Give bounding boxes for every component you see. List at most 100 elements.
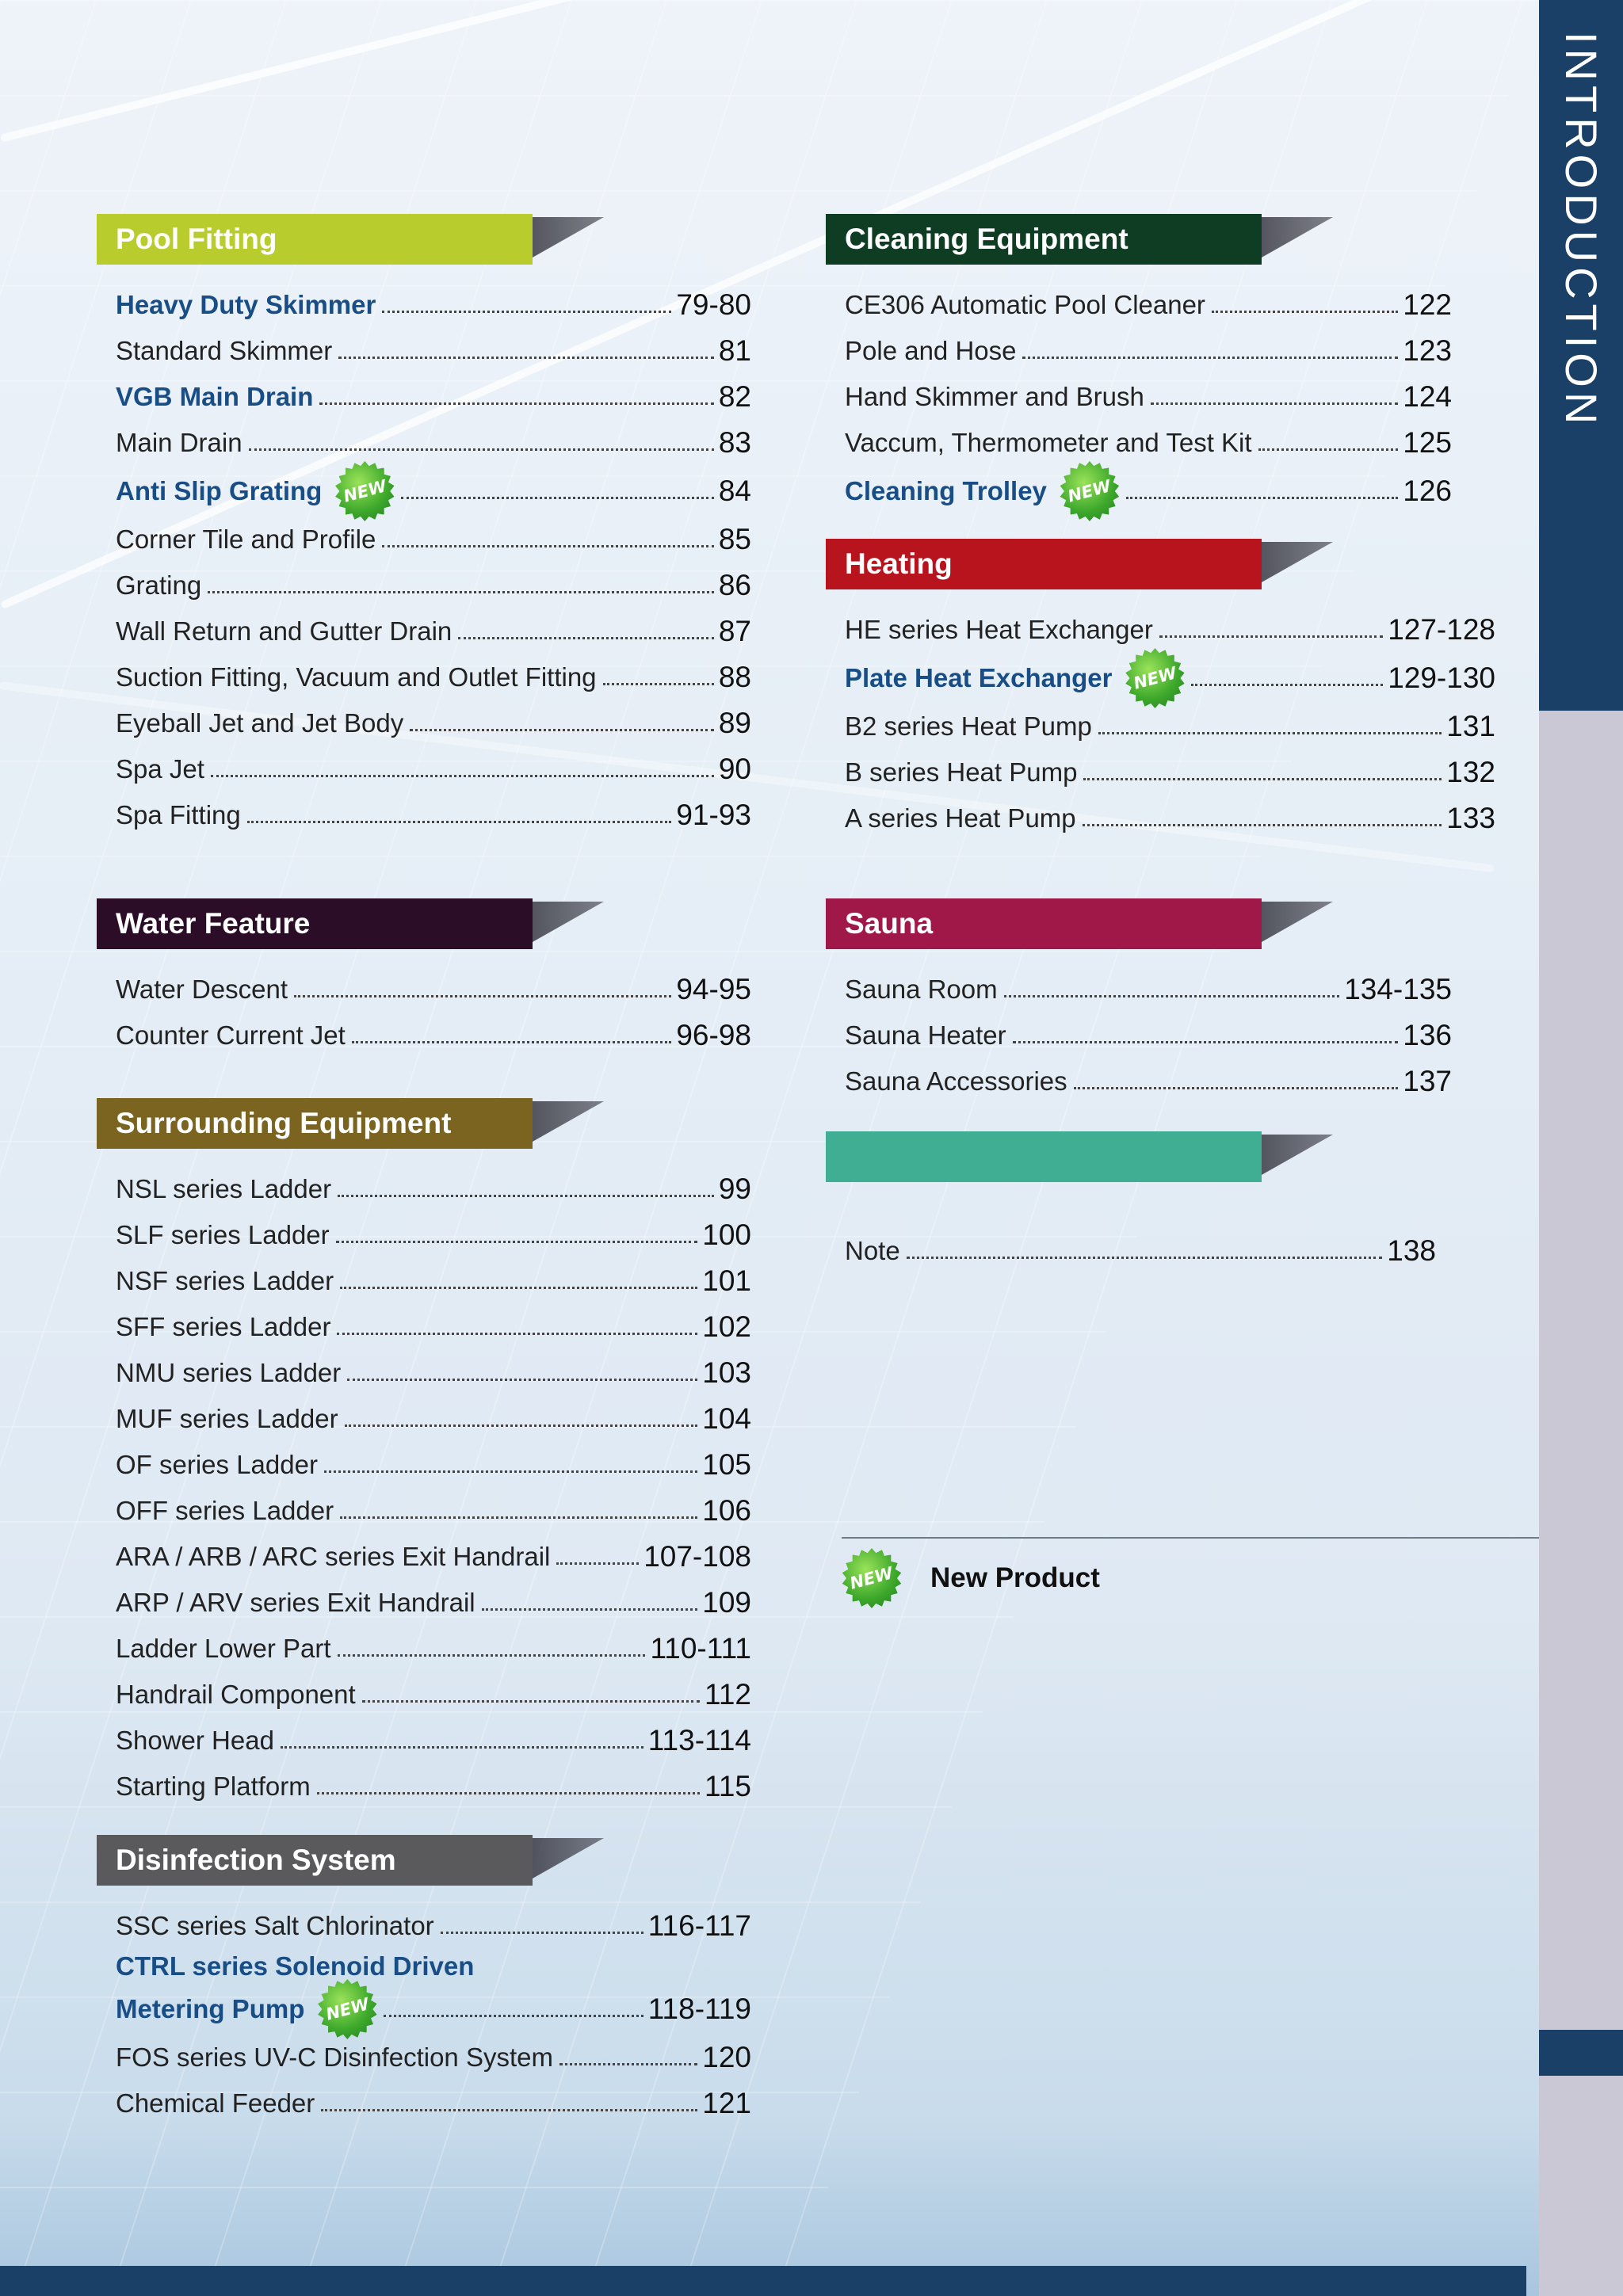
toc-entry[interactable]: SFF series Ladder 102 <box>97 1304 751 1350</box>
section-header: Pool Fitting <box>97 214 751 265</box>
page-number: 85 <box>718 523 751 555</box>
dot-leader <box>248 448 714 451</box>
section-note: Note 138 <box>826 1131 1436 1274</box>
toc-entry[interactable]: A series Heat Pump 133 <box>826 795 1495 841</box>
section-title <box>826 1131 1262 1182</box>
page-number: 88 <box>718 661 751 693</box>
toc-entry[interactable]: CTRL series Solenoid Driven <box>97 1949 751 1984</box>
toc-entry[interactable]: Grating 86 <box>97 563 751 608</box>
toc-entry[interactable]: Spa Fitting 91-93 <box>97 792 751 838</box>
toc-entry[interactable]: Sauna Heater 136 <box>826 1013 1452 1058</box>
toc-entry[interactable]: Handrail Component 112 <box>97 1672 751 1718</box>
page-number: 89 <box>718 707 751 739</box>
page-number: 102 <box>702 1310 751 1343</box>
toc-entry[interactable]: Sauna Accessories 137 <box>826 1058 1452 1104</box>
toc-entry[interactable]: FOS series UV-C Disinfection System 120 <box>97 2035 751 2081</box>
page-number: 118-119 <box>647 1993 751 2025</box>
toc-entry[interactable]: Shower Head 113-114 <box>97 1718 751 1764</box>
section-title: Surrounding Equipment <box>97 1098 533 1149</box>
toc-entry[interactable]: SLF series Ladder 100 <box>97 1212 751 1258</box>
toc-entry[interactable]: Chemical Feeder 121 <box>97 2081 751 2126</box>
toc-entry[interactable]: Counter Current Jet 96-98 <box>97 1013 751 1058</box>
toc-entry-label: Eyeball Jet and Jet Body <box>116 708 404 738</box>
toc-entry[interactable]: NMU series Ladder 103 <box>97 1350 751 1396</box>
toc-entry-label: Corner Tile and Profile <box>116 524 376 554</box>
toc-entry-label: Sauna Room <box>845 974 998 1004</box>
dot-leader <box>1258 448 1399 451</box>
dot-leader <box>1191 683 1384 686</box>
toc-entry[interactable]: Wall Return and Gutter Drain 87 <box>97 608 751 654</box>
toc-entry[interactable]: NSL series Ladder 99 <box>97 1166 751 1212</box>
toc-entry[interactable]: Heavy Duty Skimmer 79-80 <box>97 282 751 328</box>
toc-entry-label: VGB Main Drain <box>116 382 314 411</box>
toc-entry-label: CTRL series Solenoid Driven <box>116 1951 475 1981</box>
toc-entry-label: NSF series Ladder <box>116 1266 334 1295</box>
toc-entry[interactable]: Standard Skimmer 81 <box>97 328 751 374</box>
toc-entry[interactable]: Water Descent 94-95 <box>97 967 751 1013</box>
toc-entry[interactable]: Corner Tile and Profile 85 <box>97 517 751 563</box>
toc-entry-label: B series Heat Pump <box>845 757 1078 787</box>
dot-leader <box>344 1424 698 1427</box>
toc-entry-label: A series Heat Pump <box>845 803 1076 833</box>
toc-entry[interactable]: Hand Skimmer and Brush 124 <box>826 374 1452 420</box>
page-number: 116-117 <box>647 1909 751 1942</box>
toc-entry[interactable]: Main Drain 83 <box>97 420 751 466</box>
toc-entry[interactable]: ARP / ARV series Exit Handrail 109 <box>97 1580 751 1626</box>
toc-entry[interactable]: VGB Main Drain 82 <box>97 374 751 420</box>
toc-entry[interactable]: Sauna Room 134-135 <box>826 967 1452 1013</box>
toc-entry-label: Main Drain <box>116 428 242 457</box>
toc-entry-label: Grating <box>116 570 202 600</box>
toc-entry[interactable]: Plate Heat Exchanger NEW 129-130 <box>826 648 1495 708</box>
dot-leader <box>401 496 714 499</box>
toc-list: SSC series Salt Chlorinator 116-117 CTRL s… <box>97 1903 751 2126</box>
toc-entry[interactable]: Metering Pump NEW 118-119 <box>97 1979 751 2039</box>
toc-entry[interactable]: MUF series Ladder 104 <box>97 1396 751 1442</box>
toc-entry-label: Wall Return and Gutter Drain <box>116 616 453 646</box>
toc-entry[interactable]: NSF series Ladder 101 <box>97 1258 751 1304</box>
dot-leader <box>559 2062 698 2065</box>
toc-entry[interactable]: Anti Slip Grating NEW 84 <box>97 461 751 521</box>
toc-entry[interactable]: HE series Heat Exchanger 127-128 <box>826 607 1495 653</box>
toc-entry-label: SSC series Salt Chlorinator <box>116 1911 434 1940</box>
page-number: 100 <box>702 1219 751 1251</box>
toc-entry[interactable]: OF series Ladder 105 <box>97 1442 751 1488</box>
toc-entry[interactable]: OFF series Ladder 106 <box>97 1488 751 1534</box>
toc-entry[interactable]: Vaccum, Thermometer and Test Kit 125 <box>826 420 1452 466</box>
dot-leader <box>338 1194 714 1197</box>
toc-entry-label: Water Descent <box>116 974 288 1004</box>
section-surrounding-equipment: Surrounding Equipment NSL series Ladder 99… <box>97 1098 751 1810</box>
page-number: 115 <box>705 1770 751 1802</box>
toc-entry[interactable]: SSC series Salt Chlorinator 116-117 <box>97 1903 751 1949</box>
toc-entry-label: OFF series Ladder <box>116 1496 334 1525</box>
dot-leader <box>340 1286 698 1289</box>
toc-entry[interactable]: B series Heat Pump 132 <box>826 749 1495 795</box>
toc-entry-label: B2 series Heat Pump <box>845 711 1092 741</box>
toc-entry[interactable]: Spa Jet 90 <box>97 746 751 792</box>
dot-leader <box>384 2014 643 2017</box>
page-number: 109 <box>702 1586 751 1619</box>
new-badge-icon: NEW <box>335 461 395 521</box>
dot-leader <box>208 590 714 593</box>
dot-leader <box>294 994 672 997</box>
toc-entry-label: ARP / ARV series Exit Handrail <box>116 1588 475 1617</box>
toc-entry[interactable]: Note 138 <box>826 1228 1436 1274</box>
legend-label: New Product <box>930 1562 1100 1593</box>
toc-entry[interactable]: Pole and Hose 123 <box>826 328 1452 374</box>
page-number: 99 <box>718 1173 751 1205</box>
toc-entry[interactable]: B2 series Heat Pump 131 <box>826 704 1495 749</box>
toc-entry[interactable]: Eyeball Jet and Jet Body 89 <box>97 700 751 746</box>
toc-entry-label: Spa Jet <box>116 754 204 784</box>
page-number: 106 <box>702 1494 751 1527</box>
toc-entry[interactable]: Starting Platform 115 <box>97 1764 751 1810</box>
page-number: 90 <box>718 753 751 785</box>
dot-leader <box>338 356 714 359</box>
page-number: 113-114 <box>647 1724 751 1756</box>
new-badge-icon: NEW <box>842 1548 902 1608</box>
toc-entry[interactable]: Ladder Lower Part 110-111 <box>97 1626 751 1672</box>
toc-entry[interactable]: ARA / ARB / ARC series Exit Handrail 107-… <box>97 1534 751 1580</box>
toc-entry[interactable]: CE306 Automatic Pool Cleaner 122 <box>826 282 1452 328</box>
page-number: 123 <box>1403 334 1452 367</box>
toc-entry[interactable]: Suction Fitting, Vacuum and Outlet Fitti… <box>97 654 751 700</box>
toc-entry[interactable]: Cleaning Trolley NEW 126 <box>826 461 1452 521</box>
page-number: 137 <box>1403 1065 1452 1097</box>
